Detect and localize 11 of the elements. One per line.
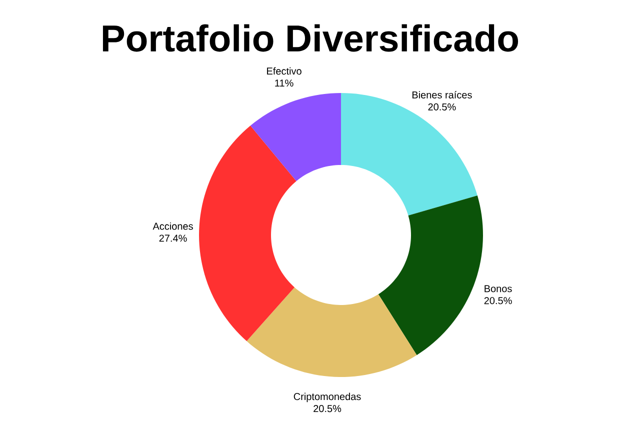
slice-label: Bonos [484,285,512,292]
data-label: 20.5% [484,297,512,304]
data-label: 11% [275,80,294,87]
chart-title: Portafolio Diversificado [102,24,518,52]
slice-label: Acciones [152,222,193,230]
data-label: 20.5% [428,103,456,110]
data-label: 20.5% [314,405,342,412]
data-label: 27.4% [159,234,187,242]
slice-label: Bienes raíces [412,90,472,98]
slice-label: Criptomonedas [294,392,361,402]
slice-label: Efectivo [267,67,302,75]
